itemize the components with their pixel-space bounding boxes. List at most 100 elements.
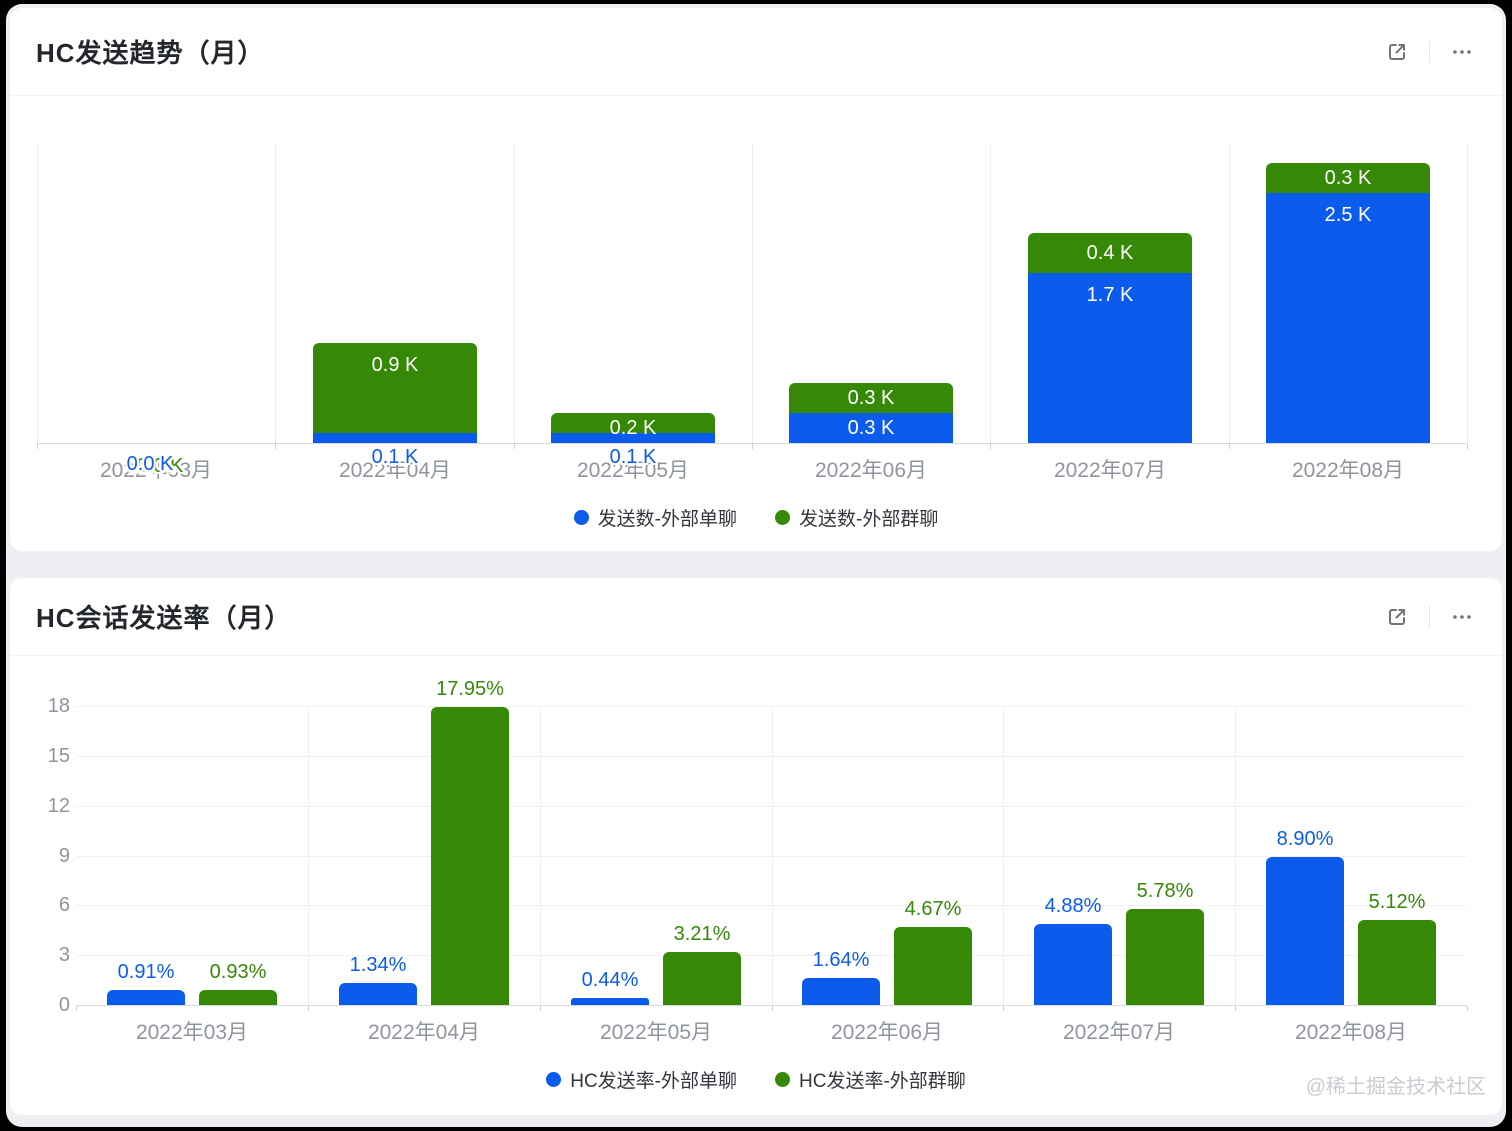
grid-horizontal-line: [76, 756, 1467, 757]
bar-single-chat-rate[interactable]: [571, 998, 649, 1005]
watermark: @稀土掘金技术社区: [1305, 1076, 1486, 1098]
bar-group-chat-rate[interactable]: [663, 952, 741, 1005]
bar-group-chat-rate[interactable]: [894, 927, 972, 1005]
bar-group-chat[interactable]: [1266, 163, 1430, 193]
axis-tick: [275, 444, 276, 449]
x-axis-label: 2022年03月: [135, 1021, 249, 1044]
bar-single-chat-rate[interactable]: [1266, 857, 1344, 1005]
card-send-rate: HC会话发送率（月） 0 3 6 9 12 15 18 2022年03月 0.91% 0.93% 2…: [10, 578, 1502, 1115]
bar-group-chat[interactable]: [313, 343, 477, 433]
export-button[interactable]: [1381, 601, 1413, 633]
bar-value-label: 3.21%: [673, 923, 731, 945]
axis-tick: [990, 444, 991, 449]
open-in-new-icon: [1389, 608, 1405, 625]
legend-label: HC发送率-外部单聊: [570, 1071, 737, 1092]
legend-label: 发送数-外部群聊: [799, 509, 939, 530]
bar-value-label: 4.67%: [904, 898, 962, 920]
bar-single-chat-rate[interactable]: [802, 978, 880, 1005]
bar-label-single-chat: 1.7 K: [1086, 284, 1134, 306]
axis-tick: [1467, 1006, 1468, 1011]
card-send-rate-header: HC会话发送率（月）: [10, 578, 1502, 656]
bar-label-single-chat: 0.0 K: [126, 453, 174, 475]
legend-item-single-chat[interactable]: HC发送率-外部单聊: [546, 1066, 737, 1093]
card-send-trend: HC发送趋势（月） 2022年03月 0.0 K 0.0 K 2022年04月 0.9 …: [10, 8, 1502, 551]
bar-value-label: 1.64%: [812, 949, 870, 971]
export-button[interactable]: [1381, 36, 1413, 68]
bar-single-chat[interactable]: [313, 433, 477, 443]
grid-horizontal-line: [76, 806, 1467, 807]
bar-value-label: 0.93%: [209, 961, 267, 983]
axis-tick: [772, 1006, 773, 1011]
grid-horizontal-line: [76, 955, 1467, 956]
bar-value-label: 0.44%: [581, 969, 639, 991]
y-axis-label: 15: [47, 745, 70, 767]
axis-tick: [1003, 1006, 1004, 1011]
x-axis-label: 2022年05月: [576, 459, 690, 482]
y-axis-label: 0: [58, 994, 70, 1016]
legend-item-group-chat[interactable]: HC发送率-外部群聊: [775, 1066, 966, 1093]
bar-single-chat[interactable]: [1028, 273, 1192, 443]
y-axis-label: 18: [47, 695, 70, 717]
x-axis-label: 2022年08月: [1291, 459, 1405, 482]
bar-label-group-chat: 0.3 K: [1324, 167, 1372, 189]
grid-vertical-line: [990, 143, 991, 443]
bar-value-label: 8.90%: [1276, 828, 1334, 850]
bar-single-chat[interactable]: [789, 413, 953, 443]
axis-tick: [1467, 444, 1468, 449]
axis-tick: [752, 444, 753, 449]
bar-group-chat-rate[interactable]: [431, 707, 509, 1005]
y-axis-label: 6: [58, 894, 70, 916]
grid-vertical-line: [1003, 706, 1004, 1005]
bar-label-single-chat: 0.1 K: [609, 446, 657, 468]
axis-tick: [37, 444, 38, 449]
legend-item-single-chat[interactable]: 发送数-外部单聊: [573, 504, 737, 531]
legend-item-group-chat[interactable]: 发送数-外部群聊: [775, 504, 938, 531]
x-axis-label: 2022年05月: [599, 1021, 713, 1044]
header-actions-divider: [1429, 40, 1430, 63]
bar-label-single-chat: 0.1 K: [371, 446, 419, 468]
axis-tick: [1235, 1006, 1236, 1011]
axis-tick: [540, 1006, 541, 1011]
bar-label-group-chat: 0.3 K: [847, 387, 895, 409]
legend-label: HC发送率-外部群聊: [799, 1071, 966, 1092]
grid-horizontal-line: [76, 856, 1467, 857]
bar-value-label: 5.12%: [1368, 891, 1426, 913]
grid-vertical-line: [1235, 706, 1236, 1005]
x-axis-line: [76, 1005, 1467, 1006]
bar-group-chat-rate[interactable]: [1358, 920, 1436, 1005]
grid-vertical-line: [540, 706, 541, 1005]
axis-tick: [1229, 444, 1230, 449]
card-send-trend-title: HC发送趋势（月）: [36, 38, 265, 68]
axis-tick: [76, 1006, 77, 1011]
bar-single-chat-rate[interactable]: [107, 990, 185, 1005]
bar-group-chat-rate[interactable]: [199, 990, 277, 1005]
grid-vertical-line: [37, 143, 38, 443]
grid-vertical-line: [752, 143, 753, 443]
bar-label-single-chat: 2.5 K: [1324, 204, 1372, 226]
bar-value-label: 17.95%: [436, 678, 504, 700]
x-axis-line: [37, 443, 1467, 444]
x-axis-label: 2022年07月: [1053, 459, 1167, 482]
y-axis-label: 9: [58, 845, 70, 867]
more-ellipsis-icon: [1453, 49, 1471, 54]
legend-label: 发送数-外部单聊: [597, 509, 737, 530]
bar-group-chat[interactable]: [551, 413, 715, 433]
x-axis-label: 2022年03月: [99, 459, 213, 482]
bar-group-chat[interactable]: [1028, 233, 1192, 273]
more-button[interactable]: [1446, 36, 1478, 68]
bar-single-chat-rate[interactable]: [339, 983, 417, 1005]
more-button[interactable]: [1446, 601, 1478, 633]
bar-single-chat[interactable]: [551, 433, 715, 443]
send-trend-plot: 2022年03月 0.0 K 0.0 K 2022年04月 0.9 K 0.1 K 2022…: [10, 8, 1502, 551]
grid-vertical-line: [275, 143, 276, 443]
bar-value-label: 1.34%: [349, 954, 407, 976]
bar-single-chat[interactable]: [1266, 193, 1430, 443]
bar-group-chat-rate[interactable]: [1126, 909, 1204, 1005]
bar-single-chat-rate[interactable]: [1034, 924, 1112, 1005]
send-trend-legend: 发送数-外部单聊 发送数-外部群聊: [10, 504, 1502, 531]
bar-group-chat[interactable]: [789, 383, 953, 413]
grid-vertical-line: [308, 706, 309, 1005]
x-axis-label: 2022年07月: [1062, 1021, 1176, 1044]
grid-vertical-line: [772, 706, 773, 1005]
